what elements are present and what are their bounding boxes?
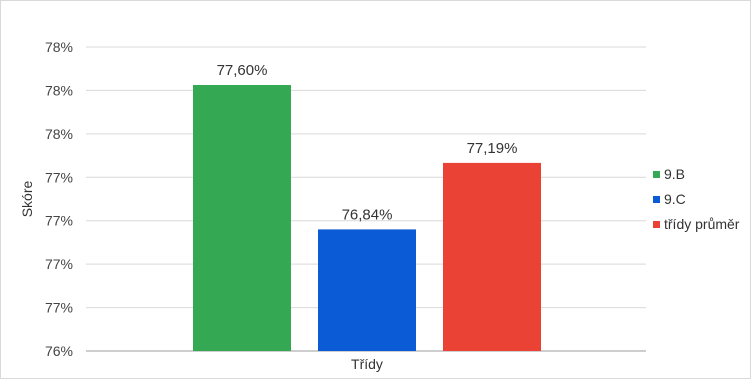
y-axis-title: Skóre (19, 181, 35, 218)
legend-label: třídy průměr (664, 216, 740, 232)
y-tick-label: 77% (45, 169, 73, 185)
y-tick-label: 78% (45, 39, 73, 55)
legend-swatch (653, 221, 660, 228)
legend: 9.B 9.C třídy průměr (653, 166, 740, 232)
x-axis-title: Třídy (351, 356, 383, 372)
y-tick-label: 77% (45, 300, 73, 316)
legend-label: 9.B (664, 166, 685, 182)
bar-9-b (193, 85, 291, 351)
y-tick-label: 77% (45, 256, 73, 272)
bars (193, 85, 541, 351)
legend-swatch (653, 171, 660, 178)
y-tick-label: 76% (45, 343, 73, 359)
data-label: 77,19% (467, 140, 518, 157)
legend-label: 9.C (664, 191, 686, 207)
y-axis-ticks: 76% 77% 77% 77% 77% 78% 78% 78% (45, 39, 73, 359)
bar-t-dy-pr-m-r (443, 162, 541, 351)
y-tick-label: 78% (45, 82, 73, 98)
bar-9-c (318, 229, 416, 351)
y-tick-label: 77% (45, 213, 73, 229)
legend-swatch (653, 196, 660, 203)
data-label: 76,84% (342, 206, 393, 223)
data-label: 77,60% (217, 62, 268, 79)
y-tick-label: 78% (45, 126, 73, 142)
data-labels: 77,60% 76,84% 77,19% (217, 62, 518, 223)
